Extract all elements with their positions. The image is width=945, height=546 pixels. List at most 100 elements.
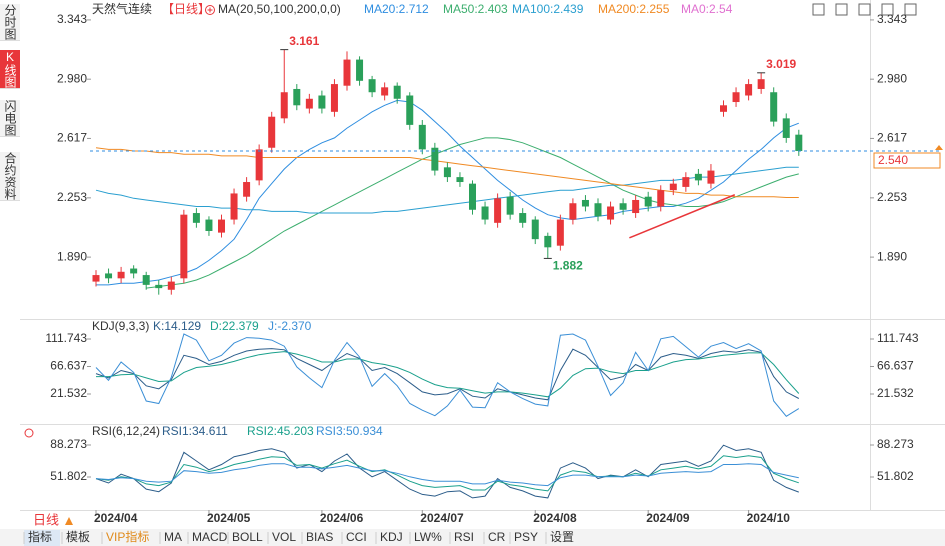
candle-body [782, 118, 790, 138]
settings-icon[interactable] [24, 428, 34, 438]
y-tick-label: 21.532 [50, 386, 87, 400]
legend-entry: D:22.379 [210, 319, 259, 333]
tool-icons [812, 3, 917, 16]
sidebar-tab[interactable]: 合约资料 [0, 152, 20, 201]
candle-body [694, 173, 702, 181]
y-tick-label: 2.980 [57, 71, 87, 85]
legend-title: 天然气连续 [92, 1, 152, 16]
legend-entry: MA20:2.712 [364, 2, 429, 16]
tool-icon[interactable] [812, 3, 825, 16]
candle-body [280, 92, 288, 119]
x-tick-label: 2024/07 [420, 511, 464, 525]
toolbar-tab[interactable]: 设置 [550, 530, 574, 544]
toolbar-tab[interactable]: 指标 [28, 529, 52, 544]
candle-body [581, 199, 589, 207]
candle-body [795, 134, 803, 152]
candle-body [406, 95, 414, 125]
indicator-line [96, 351, 800, 398]
toolbar-tab[interactable]: 模板 [66, 530, 90, 544]
y-tick-label: 2.253 [57, 190, 87, 204]
indicator-line [95, 348, 800, 401]
candle-body [180, 214, 188, 279]
candle-body [757, 79, 765, 89]
candle-body [368, 79, 376, 93]
candle-body [356, 59, 364, 81]
candle-body [268, 116, 276, 148]
candle-body [519, 213, 527, 223]
extreme-label: 3.161 [289, 34, 319, 48]
candle-body [506, 196, 514, 215]
candle-body [644, 196, 652, 207]
indicator-line [95, 463, 799, 487]
y-tick-label: 88.273 [50, 437, 87, 451]
candle-body [594, 203, 602, 217]
y-tick-label: 2.617 [57, 131, 87, 145]
sidebar-tab[interactable]: 分时图 [0, 4, 20, 41]
y-tick-label: 1.890 [57, 249, 87, 263]
candle-body [343, 59, 351, 86]
candle-body [443, 167, 451, 178]
candle-body [607, 206, 615, 220]
period-arrow[interactable] [65, 517, 73, 525]
legend-entry: RSI3:50.934 [316, 424, 383, 438]
sidebar-tab[interactable]: K线图 [0, 50, 20, 89]
candle-body [456, 177, 464, 183]
x-tick-label: 2024/10 [747, 511, 791, 525]
candle-body [632, 199, 640, 214]
candle-body [418, 124, 426, 150]
x-tick-label: 2024/04 [94, 511, 138, 525]
legend-params: MA(20,50,100,200,0,0) [218, 2, 341, 16]
y-tick-label-right: 3.343 [877, 12, 907, 26]
toolbar-bg [0, 529, 945, 546]
indicator-line [95, 444, 799, 499]
last-price-label: 2.540 [878, 153, 908, 167]
candle-body [117, 271, 125, 279]
tab-active-bg [24, 530, 60, 546]
candle-body [682, 177, 690, 187]
last-price-arrow [935, 145, 943, 151]
toolbar-tab[interactable]: KDJ [380, 530, 403, 544]
candle-body [130, 268, 138, 274]
candle-body [481, 206, 489, 220]
toolbar-tab[interactable]: BIAS [306, 530, 333, 544]
add-icon[interactable] [205, 5, 215, 15]
ma-line [146, 137, 799, 289]
legend-entry: MA0:2.54 [681, 2, 733, 16]
candle-body [745, 84, 753, 96]
period-label: 日线 [33, 512, 59, 527]
tool-icon[interactable] [835, 3, 848, 16]
candle-body [318, 95, 326, 109]
y-tick-label: 66.637 [50, 359, 87, 373]
candle-body [155, 284, 163, 289]
tool-icon[interactable] [881, 3, 894, 16]
toolbar-tab[interactable]: RSI [454, 530, 474, 544]
candle-body [305, 98, 313, 109]
sidebar-tab[interactable]: 闪电图 [0, 100, 20, 137]
y-tick-label-right: 21.532 [877, 386, 914, 400]
candle-body [293, 88, 301, 106]
y-tick-label-right: 111.743 [877, 331, 919, 345]
candle-body [720, 105, 727, 112]
candle-body [142, 275, 150, 285]
toolbar-tab[interactable]: CCI [346, 530, 367, 544]
toolbar-tab[interactable]: MACD [192, 530, 228, 544]
toolbar-tab[interactable]: LW% [414, 530, 442, 544]
candle-body [469, 183, 476, 210]
candle-body [167, 281, 175, 290]
candle-body [657, 190, 665, 207]
candle-body [669, 183, 677, 191]
tool-icon[interactable] [904, 3, 917, 16]
y-tick-label-right: 88.273 [877, 437, 914, 451]
y-tick-label-right: 2.617 [877, 131, 907, 145]
toolbar-tab[interactable]: VIP指标 [106, 529, 149, 544]
ma-line [95, 166, 799, 214]
toolbar-tab[interactable]: CR [488, 530, 506, 544]
toolbar-tab[interactable]: MA [164, 530, 182, 544]
toolbar-tab[interactable]: VOL [272, 530, 296, 544]
toolbar-tab[interactable]: BOLL [232, 530, 263, 544]
tool-icon[interactable] [858, 3, 871, 16]
toolbar-tab[interactable]: PSY [514, 530, 538, 544]
y-tick-label-right: 2.253 [877, 190, 907, 204]
